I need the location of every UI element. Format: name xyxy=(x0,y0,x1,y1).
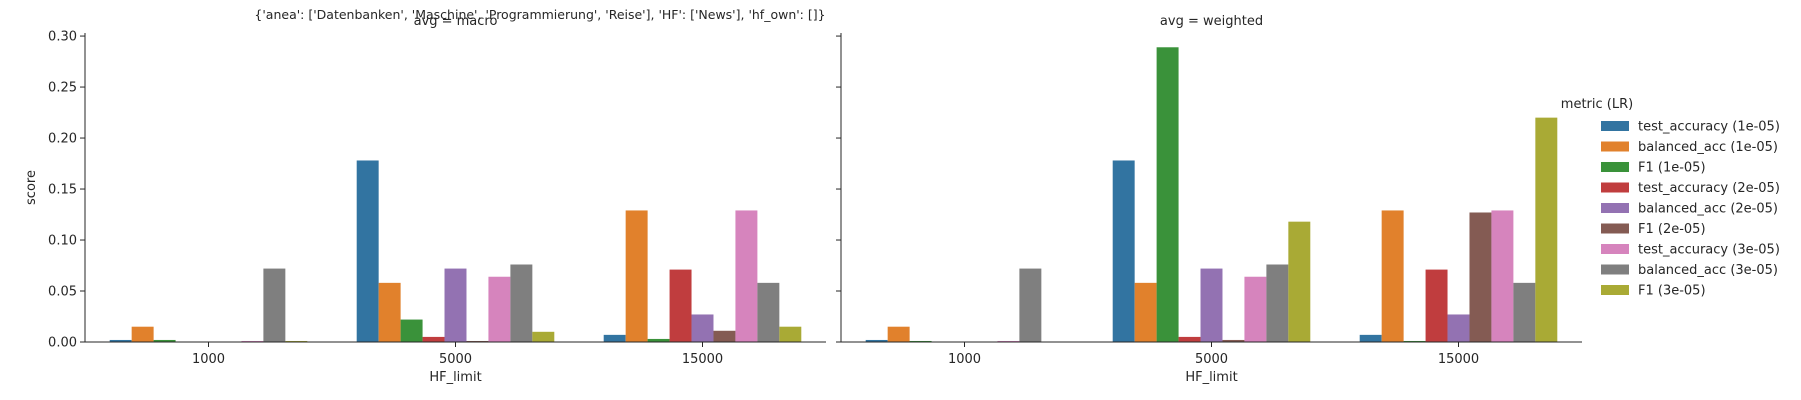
legend-swatch xyxy=(1601,121,1629,131)
legend-swatch xyxy=(1601,203,1629,213)
bar xyxy=(1425,269,1448,342)
bar xyxy=(1156,47,1179,342)
legend-label: balanced_acc (3e-05) xyxy=(1638,263,1778,278)
legend-swatch xyxy=(1601,141,1629,152)
legend-label: F1 (3e-05) xyxy=(1638,284,1706,299)
bar xyxy=(400,319,423,342)
bar xyxy=(909,340,932,342)
bar xyxy=(1403,340,1426,342)
bar xyxy=(466,340,489,342)
legend-label: F1 (2e-05) xyxy=(1638,222,1706,237)
y-tick-label: 0.30 xyxy=(48,30,77,45)
bar xyxy=(1359,334,1382,342)
legend-swatch xyxy=(1601,223,1629,234)
bar xyxy=(757,282,780,342)
bar xyxy=(109,339,132,342)
bar xyxy=(865,339,888,342)
legend-swatch xyxy=(1601,264,1629,275)
bar xyxy=(1447,314,1470,342)
bar xyxy=(1019,268,1042,342)
bar xyxy=(713,330,736,342)
y-tick-label: 0.15 xyxy=(48,183,77,198)
legend-label: balanced_acc (2e-05) xyxy=(1638,202,1778,217)
bar xyxy=(285,340,308,342)
y-tick-label: 0.05 xyxy=(48,285,77,300)
bar xyxy=(131,326,154,342)
subplot-title: avg = macro xyxy=(414,14,498,29)
legend-swatch xyxy=(1601,244,1629,254)
bar xyxy=(532,331,555,342)
x-tick-label: 5000 xyxy=(439,352,472,367)
bar xyxy=(1134,282,1157,342)
bar xyxy=(1381,210,1404,342)
bar xyxy=(669,269,692,342)
legend-label: test_accuracy (1e-05) xyxy=(1638,120,1780,135)
bar xyxy=(647,338,670,342)
bar xyxy=(1200,268,1223,342)
legend-label: F1 (1e-05) xyxy=(1638,161,1706,176)
legend: metric (LR) test_accuracy (1e-05) balance… xyxy=(1561,97,1780,299)
bar xyxy=(1178,336,1201,342)
bar xyxy=(444,268,467,342)
x-tick-label: 5000 xyxy=(1195,352,1228,367)
bar xyxy=(1222,339,1245,342)
bar xyxy=(241,340,264,342)
bar xyxy=(510,264,533,342)
bar xyxy=(779,326,802,342)
legend-swatch xyxy=(1601,182,1629,193)
legend-label: test_accuracy (3e-05) xyxy=(1638,243,1780,258)
bar xyxy=(378,282,401,342)
legend-title: metric (LR) xyxy=(1561,97,1633,112)
figure-suptitle: {'anea': ['Datenbanken', 'Maschine', 'Pr… xyxy=(254,7,825,22)
bar xyxy=(1112,160,1135,342)
bar xyxy=(691,314,714,342)
x-tick-label: 15000 xyxy=(1438,352,1479,367)
bar xyxy=(1266,264,1289,342)
bar xyxy=(887,326,910,342)
legend-swatch xyxy=(1601,285,1629,295)
bar xyxy=(1535,117,1558,342)
bar xyxy=(603,334,626,342)
y-tick-label: 0.25 xyxy=(48,81,77,96)
x-axis-label: HF_limit xyxy=(1185,370,1237,385)
x-tick-label: 1000 xyxy=(192,352,225,367)
subplot-2: 1000 5000 15000 HF_limit avg = weighted xyxy=(836,14,1582,385)
y-axis-label: score xyxy=(24,170,39,205)
legend-label: test_accuracy (2e-05) xyxy=(1638,181,1780,196)
bar xyxy=(1469,212,1492,342)
y-tick-label: 0.00 xyxy=(48,336,77,351)
bar xyxy=(1288,221,1311,342)
bar xyxy=(422,336,445,342)
bar xyxy=(1244,276,1267,342)
x-tick-label: 15000 xyxy=(682,352,723,367)
x-axis-label: HF_limit xyxy=(429,370,481,385)
bar xyxy=(263,268,286,342)
legend-label: balanced_acc (1e-05) xyxy=(1638,140,1778,155)
bar xyxy=(153,339,176,342)
bar xyxy=(997,340,1020,342)
subplot-1: 0.00 0.05 0.10 0.15 0.20 0.25 0.30 1000 5000 1500… xyxy=(24,14,826,385)
bar xyxy=(625,210,648,342)
bar xyxy=(1491,210,1514,342)
bar xyxy=(1513,282,1536,342)
x-tick-label: 1000 xyxy=(948,352,981,367)
y-tick-label: 0.20 xyxy=(48,132,77,147)
y-tick-label: 0.10 xyxy=(48,234,77,249)
bar xyxy=(356,160,379,342)
subplot-title: avg = weighted xyxy=(1160,14,1263,29)
bar xyxy=(735,210,758,342)
bar xyxy=(488,276,511,342)
legend-swatch xyxy=(1601,162,1629,172)
